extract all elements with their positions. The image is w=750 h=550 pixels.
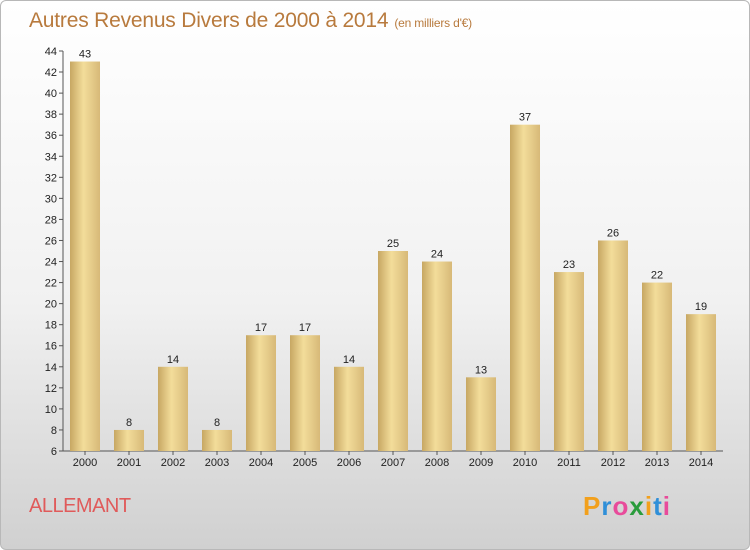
- chart-title-unit: (en milliers d'€): [394, 16, 472, 30]
- logo-letter: x: [629, 491, 645, 521]
- bar: [246, 335, 276, 451]
- y-tick-label: 38: [45, 109, 57, 121]
- y-tick-label: 40: [45, 88, 57, 100]
- y-tick-label: 14: [45, 362, 57, 374]
- bar: [554, 272, 584, 451]
- y-tick-label: 32: [45, 172, 57, 184]
- logo-letter: P: [583, 491, 602, 521]
- proxiti-logo: Proxiti: [583, 491, 671, 522]
- data-label: 23: [563, 259, 575, 271]
- y-tick-label: 18: [45, 320, 57, 332]
- y-tick-label: 26: [45, 235, 57, 247]
- data-label: 43: [79, 49, 91, 61]
- logo-letter: t: [653, 491, 663, 521]
- data-label: 22: [651, 270, 663, 282]
- y-tick-label: 6: [51, 446, 57, 458]
- x-tick-label: 2009: [469, 457, 493, 469]
- logo-letter: i: [644, 491, 654, 521]
- data-label: 19: [695, 301, 707, 313]
- data-label: 13: [475, 364, 487, 376]
- x-tick-label: 2003: [205, 457, 229, 469]
- data-label: 37: [519, 112, 531, 124]
- bar: [642, 282, 672, 451]
- data-label: 26: [607, 227, 619, 239]
- bar: [510, 124, 540, 452]
- bar: [290, 335, 320, 451]
- y-tick-label: 34: [45, 151, 57, 163]
- x-tick-label: 2014: [689, 457, 713, 469]
- y-tick-label: 30: [45, 193, 57, 205]
- x-tick-label: 2013: [645, 457, 669, 469]
- data-label: 14: [167, 354, 179, 366]
- y-tick-label: 44: [45, 46, 57, 58]
- y-tick-label: 12: [45, 383, 57, 395]
- y-tick-label: 10: [45, 404, 57, 416]
- x-tick-label: 2007: [381, 457, 405, 469]
- data-label: 17: [299, 322, 311, 334]
- logo-letter: o: [612, 491, 630, 521]
- x-tick-label: 2005: [293, 457, 317, 469]
- x-tick-label: 2010: [513, 457, 537, 469]
- data-label: 25: [387, 238, 399, 250]
- logo-letter: i: [662, 491, 671, 521]
- chart-title: Autres Revenus Divers de 2000 à 2014 (en …: [29, 9, 472, 33]
- x-tick-label: 2011: [557, 457, 581, 469]
- x-tick-label: 2000: [73, 457, 97, 469]
- bar: [422, 261, 452, 451]
- x-tick-label: 2001: [117, 457, 141, 469]
- data-label: 8: [126, 417, 132, 429]
- y-tick-label: 28: [45, 214, 57, 226]
- chart-title-main: Autres Revenus Divers de 2000 à 2014: [29, 9, 389, 32]
- x-tick-label: 2004: [249, 457, 273, 469]
- bar: [158, 366, 188, 451]
- bar: [334, 366, 364, 451]
- y-tick-label: 16: [45, 341, 57, 353]
- bar: [378, 251, 408, 451]
- y-tick-label: 8: [51, 425, 57, 437]
- logo-letter: r: [601, 491, 613, 521]
- y-tick-label: 42: [45, 67, 57, 79]
- x-tick-label: 2008: [425, 457, 449, 469]
- x-tick-label: 2006: [337, 457, 361, 469]
- data-label: 14: [343, 354, 355, 366]
- bar: [114, 429, 144, 451]
- y-tick-label: 22: [45, 278, 57, 290]
- x-tick-label: 2002: [161, 457, 185, 469]
- y-tick-label: 20: [45, 299, 57, 311]
- data-label: 8: [214, 417, 220, 429]
- y-tick-label: 24: [45, 257, 57, 269]
- commune-name: ALLEMANT: [29, 495, 131, 517]
- bar: [686, 314, 716, 451]
- bar: [598, 240, 628, 451]
- data-label: 17: [255, 322, 267, 334]
- bar: [202, 429, 232, 451]
- y-tick-label: 36: [45, 130, 57, 142]
- bar: [466, 377, 496, 451]
- bar: [70, 61, 100, 452]
- x-tick-label: 2012: [601, 457, 625, 469]
- data-label: 24: [431, 249, 443, 261]
